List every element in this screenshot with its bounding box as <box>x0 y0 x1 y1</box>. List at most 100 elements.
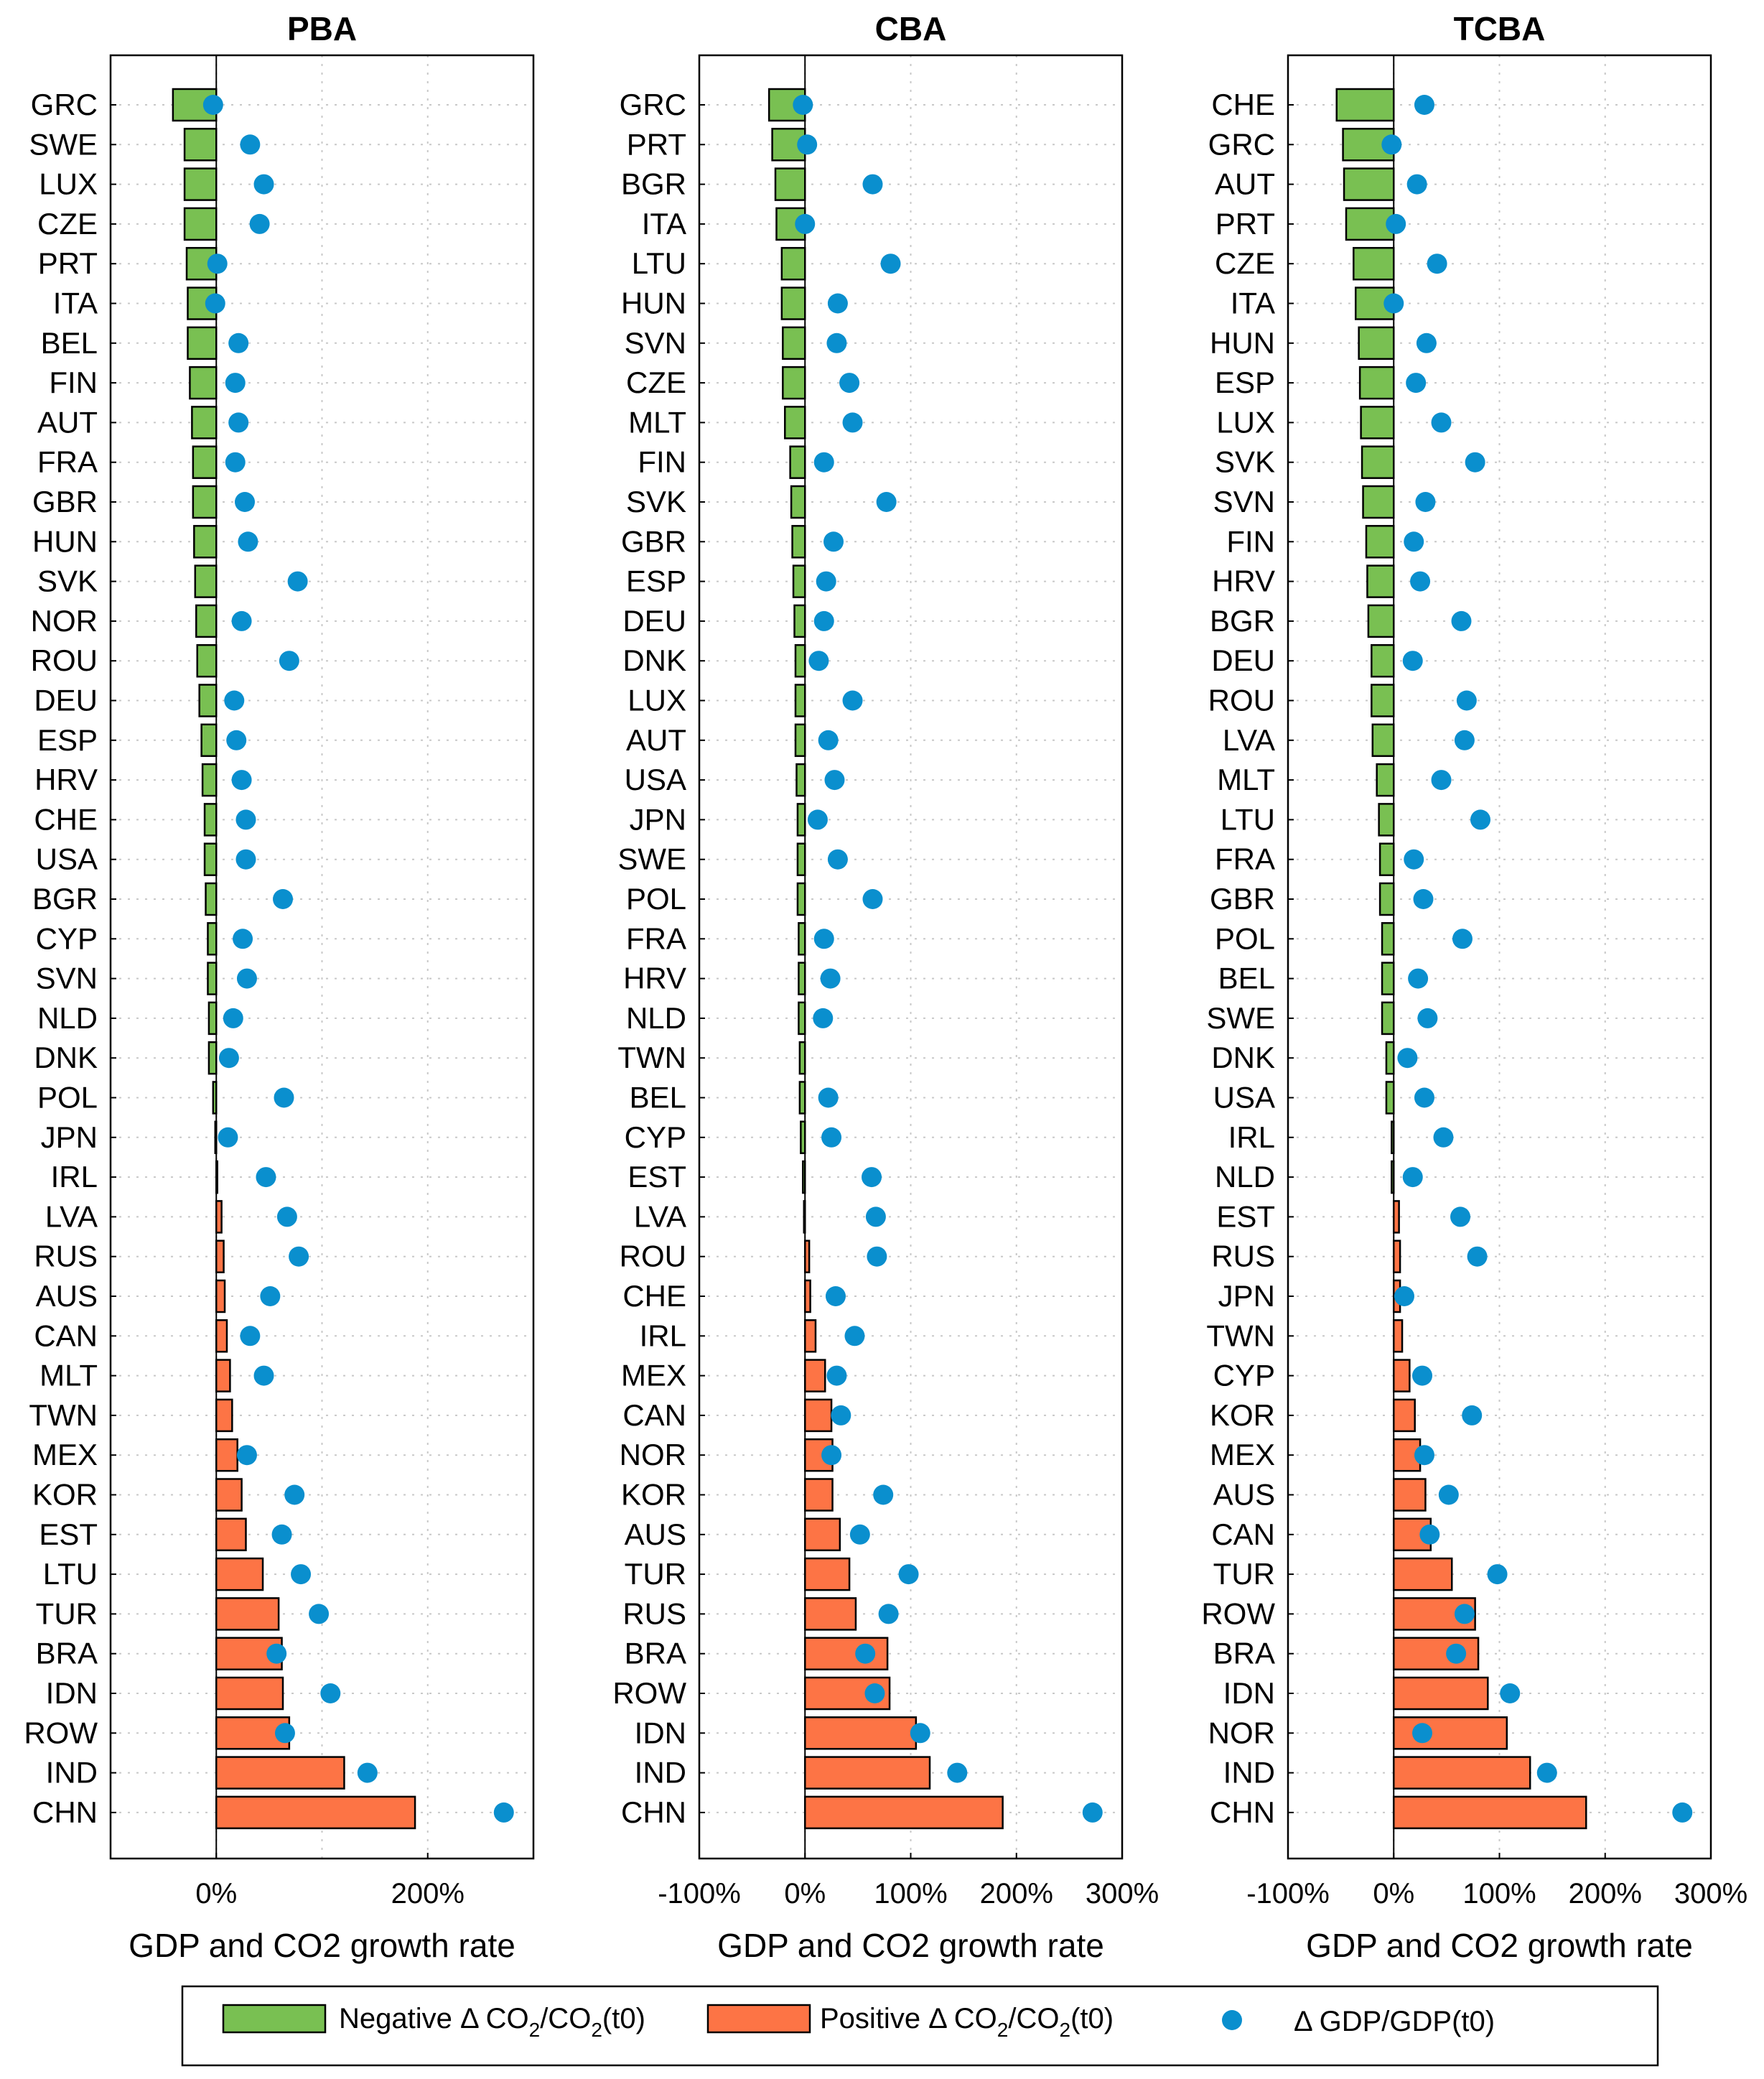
ytick-label-hun: HUN <box>32 524 98 558</box>
ytick-label-nor: NOR <box>1208 1716 1275 1749</box>
ytick-label-bgr: BGR <box>32 882 98 916</box>
bar-tur <box>215 1597 280 1631</box>
dot-nor <box>1412 1723 1433 1744</box>
ytick-label-esp: ESP <box>626 564 686 598</box>
ytick-label-bra: BRA <box>625 1637 686 1670</box>
ytick-label-ind: IND <box>635 1756 686 1790</box>
ytick-label-row: ROW <box>24 1716 98 1749</box>
ytick-label-fin: FIN <box>1226 524 1275 558</box>
ytick-label-nor: NOR <box>620 1438 686 1471</box>
ytick-label-twn: TWN <box>29 1398 98 1432</box>
bar-usa <box>203 842 218 876</box>
dot-cze <box>249 213 270 234</box>
panel-cba: CBA GRC PRT BGR ITA LTU HUN SVN CZE MLT FIN SVK GBR E… <box>612 10 1159 1964</box>
panel-title: TCBA <box>1454 10 1546 47</box>
ytick-label-tur: TUR <box>36 1596 98 1630</box>
dot-chn <box>493 1802 514 1823</box>
bar-fra <box>192 445 218 479</box>
dot-lva <box>865 1206 886 1227</box>
legend-positive-swatch <box>706 2004 811 2034</box>
bar-svn <box>1362 485 1395 519</box>
ytick-label-che: CHE <box>34 802 98 836</box>
ytick-label-can: CAN <box>1211 1517 1275 1551</box>
bar-bel <box>798 1081 806 1115</box>
dot-aut <box>1406 174 1427 195</box>
dot-usa <box>824 770 845 791</box>
ytick-label-bel: BEL <box>41 326 98 360</box>
dot-gbr <box>235 492 256 512</box>
bar-swe <box>1381 1001 1395 1036</box>
dot-deu <box>1402 651 1423 671</box>
dot-chn <box>1082 1802 1103 1823</box>
dot-mex <box>236 1445 257 1466</box>
ytick-label-cze: CZE <box>37 207 98 241</box>
ytick-label-aut: AUT <box>626 723 686 757</box>
ytick-label-cze: CZE <box>626 366 686 399</box>
ytick-label-usa: USA <box>36 842 98 876</box>
ytick-label-dnk: DNK <box>34 1041 98 1074</box>
dot-bel <box>228 332 249 353</box>
dot-lva <box>1454 730 1475 750</box>
dot-idn <box>910 1723 930 1744</box>
bar-usa <box>1385 1081 1395 1115</box>
axes-frame <box>1287 54 1712 1860</box>
dot-prt <box>797 134 818 155</box>
ytick-label-ltu: LTU <box>632 246 686 280</box>
dot-est <box>1450 1206 1471 1227</box>
bar-nld <box>1391 1160 1395 1194</box>
ytick-label-hun: HUN <box>621 287 686 320</box>
ytick-label-prt: PRT <box>38 246 98 280</box>
ytick-label-mlt: MLT <box>628 405 686 439</box>
dot-swe <box>240 134 261 155</box>
ytick-label-lva: LVA <box>634 1199 686 1233</box>
dot-gbr <box>823 531 844 552</box>
dot-tur <box>1487 1564 1508 1585</box>
ytick-label-gbr: GBR <box>32 485 98 518</box>
bar-ltu <box>780 246 806 281</box>
bar-mlt <box>215 1359 231 1392</box>
bar-rou <box>196 643 218 678</box>
dot-jpn <box>1394 1286 1414 1306</box>
dot-cyp <box>233 929 253 949</box>
ytick-label-lux: LUX <box>39 167 98 201</box>
dot-bra <box>855 1643 876 1664</box>
ytick-label-row: ROW <box>1201 1596 1275 1630</box>
ytick-label-mex: MEX <box>621 1359 686 1392</box>
bar-tur <box>804 1557 851 1591</box>
dot-esp <box>1406 373 1427 394</box>
bar-hun <box>780 287 806 320</box>
ytick-label-rus: RUS <box>622 1596 686 1630</box>
ytick-label-jpn: JPN <box>1218 1279 1275 1313</box>
dot-nor <box>231 610 252 631</box>
ytick-label-pol: POL <box>626 882 686 916</box>
bar-deu <box>1371 643 1395 678</box>
ytick-label-pol: POL <box>37 1081 98 1115</box>
ytick-label-hun: HUN <box>1210 326 1275 360</box>
axes-frame <box>109 54 535 1860</box>
ytick-label-ita: ITA <box>53 287 98 320</box>
bar-irl <box>804 1319 817 1353</box>
bar-che <box>804 1279 811 1313</box>
ytick-label-mex: MEX <box>32 1438 98 1471</box>
dot-fin <box>1404 531 1424 552</box>
bar-bgr <box>774 167 806 201</box>
bar-fin <box>189 366 218 400</box>
ytick-label-irl: IRL <box>1228 1120 1275 1154</box>
dot-grc <box>1381 134 1402 155</box>
xtick-label: 300% <box>1086 1878 1159 1910</box>
bar-deu <box>793 604 806 638</box>
bar-lva <box>803 1200 806 1234</box>
dot-aus <box>260 1286 281 1306</box>
ytick-label-rou: ROU <box>31 643 98 677</box>
dot-ita <box>205 293 225 314</box>
bar-gbr <box>192 485 218 519</box>
dot-fra <box>225 452 246 473</box>
dot-ind <box>947 1762 968 1783</box>
ytick-label-fin: FIN <box>49 366 98 399</box>
dot-esp <box>816 571 836 592</box>
dot-swe <box>1417 1008 1438 1028</box>
dot-row <box>864 1683 885 1703</box>
xtick-label: 100% <box>874 1878 947 1910</box>
ytick-label-aut: AUT <box>1215 167 1275 201</box>
ytick-label-nld: NLD <box>37 1001 98 1035</box>
